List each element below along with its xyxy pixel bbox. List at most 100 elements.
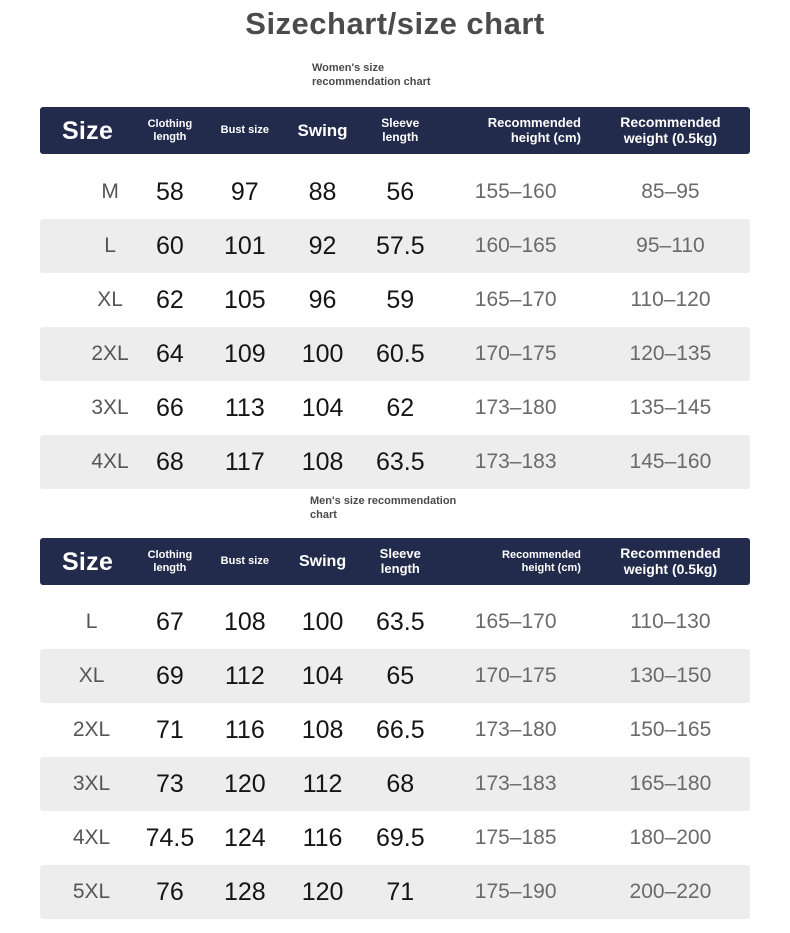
table-row: 3XL 66 113 104 62 173–180 135–145	[40, 381, 750, 435]
clothing-length-cell: 73	[156, 769, 184, 798]
clothing-length-cell: 67	[156, 607, 184, 636]
table-row: M 58 97 88 56 155–160 85–95	[40, 165, 750, 219]
header-sleeve-line1: Sleeve	[379, 545, 421, 561]
bust-size-cell: 101	[223, 231, 266, 260]
swing-cell: 120	[301, 877, 344, 906]
size-cell: L	[85, 610, 98, 633]
header-swing: Swing	[297, 120, 348, 140]
header-recommended-weight: Recommended weight (0.5kg)	[591, 545, 750, 577]
table-row: 5XL 76 128 120 71 175–190 200–220	[40, 865, 750, 919]
clothing-length-cell: 76	[156, 877, 184, 906]
women-section-subtitle: Women's size recommendation chart	[312, 61, 522, 89]
header-bust-size: Bust size	[220, 124, 269, 137]
header-height-line2: height (cm)	[510, 129, 581, 145]
table-row: 3XL 73 120 112 68 173–183 165–180	[40, 757, 750, 811]
header-weight-line1: Recommended	[620, 113, 721, 130]
men-subtitle-line2: chart	[310, 509, 337, 521]
sleeve-length-cell: 57.5	[375, 231, 425, 260]
bust-size-cell: 108	[223, 607, 266, 636]
header-recommended-weight: Recommended weight (0.5kg)	[591, 113, 750, 146]
size-cell: 4XL	[72, 826, 111, 849]
table-row: XL 62 105 96 59 165–170 110–120	[40, 273, 750, 327]
swing-cell: 116	[302, 823, 343, 852]
swing-cell: 100	[301, 607, 344, 636]
men-section-subtitle: Men's size recommendation chart	[310, 494, 540, 522]
weight-range-cell: 180–200	[629, 826, 712, 849]
swing-cell: 88	[308, 177, 337, 206]
header-height-line2: height (cm)	[521, 561, 581, 574]
header-weight-line2: weight (0.5kg)	[623, 560, 718, 577]
header-clothing-line2: length	[153, 130, 187, 143]
clothing-length-cell: 69	[156, 661, 184, 690]
page-title: Sizechart/size chart	[245, 6, 545, 41]
weight-range-cell: 85–95	[641, 180, 700, 203]
table-row: 2XL 64 109 100 60.5 170–175 120–135	[40, 327, 750, 381]
header-sleeve-line2: length	[380, 560, 420, 576]
weight-range-cell: 110–130	[630, 610, 711, 633]
table-row: 4XL 68 117 108 63.5 173–183 145–160	[40, 435, 750, 489]
weight-range-cell: 145–160	[629, 450, 712, 473]
size-cell: M	[101, 180, 119, 203]
sleeve-length-cell: 68	[386, 769, 415, 798]
bust-size-cell: 116	[224, 715, 265, 744]
height-range-cell: 155–160	[474, 180, 557, 203]
weight-range-cell: 150–165	[629, 718, 712, 741]
height-range-cell: 175–190	[474, 880, 557, 903]
women-table-header: Size Clothing length Bust size Swing Sle…	[40, 107, 750, 154]
height-range-cell: 173–180	[474, 718, 557, 741]
swing-cell: 104	[301, 393, 344, 422]
header-recommended-height: Recommended height (cm)	[440, 115, 591, 145]
table-row: L 60 101 92 57.5 160–165 95–110	[40, 219, 750, 273]
height-range-cell: 165–170	[474, 610, 557, 633]
height-range-cell: 170–175	[474, 664, 557, 687]
height-range-cell: 165–170	[474, 288, 557, 311]
height-range-cell: 175–185	[474, 826, 557, 849]
sleeve-length-cell: 63.5	[375, 447, 425, 476]
swing-cell: 96	[308, 285, 337, 314]
men-subtitle-line1: Men's size recommendation	[310, 495, 457, 507]
bust-size-cell: 117	[224, 447, 265, 476]
bust-size-cell: 112	[224, 661, 265, 690]
header-height-line1: Recommended	[502, 549, 581, 562]
weight-range-cell: 200–220	[629, 880, 712, 903]
header-swing: Swing	[298, 552, 347, 570]
bust-size-cell: 120	[223, 769, 266, 798]
table-row: 2XL 71 116 108 66.5 173–180 150–165	[40, 703, 750, 757]
clothing-length-cell: 74.5	[145, 823, 195, 852]
bust-size-cell: 128	[223, 877, 266, 906]
table-row: 4XL 74.5 124 116 69.5 175–185 180–200	[40, 811, 750, 865]
swing-cell: 108	[301, 447, 344, 476]
men-table-body: L 67 108 100 63.5 165–170 110–130 XL 69 …	[40, 595, 750, 919]
bust-size-cell: 124	[223, 823, 266, 852]
header-weight-line2: weight (0.5kg)	[623, 129, 718, 146]
header-size: Size	[61, 116, 114, 145]
women-subtitle-line2: recommendation chart	[312, 76, 431, 88]
weight-range-cell: 130–150	[629, 664, 712, 687]
clothing-length-cell: 64	[156, 339, 184, 368]
header-sleeve-line1: Sleeve	[381, 116, 420, 131]
swing-cell: 112	[302, 769, 343, 798]
header-sleeve-length: Sleeve length	[360, 116, 440, 144]
bust-size-cell: 109	[223, 339, 266, 368]
clothing-length-cell: 66	[156, 393, 184, 422]
women-size-table: Size Clothing length Bust size Swing Sle…	[40, 107, 750, 489]
weight-range-cell: 165–180	[629, 772, 712, 795]
height-range-cell: 173–180	[474, 396, 557, 419]
sleeve-length-cell: 65	[386, 661, 415, 690]
size-cell: 4XL	[91, 450, 129, 473]
men-size-table: Size Clothing length Bust size Swing Sle…	[40, 538, 750, 919]
header-clothing-line1: Clothing	[147, 549, 193, 562]
size-cell: XL	[78, 664, 105, 687]
sleeve-length-cell: 60.5	[375, 339, 425, 368]
sleeve-length-cell: 71	[386, 877, 415, 906]
men-table-header: Size Clothing length Bust size Swing Sle…	[40, 538, 750, 585]
bust-size-cell: 97	[230, 177, 259, 206]
size-cell: L	[104, 234, 116, 257]
height-range-cell: 173–183	[474, 772, 557, 795]
clothing-length-cell: 58	[156, 177, 184, 206]
clothing-length-cell: 68	[156, 447, 184, 476]
weight-range-cell: 110–120	[630, 288, 711, 311]
sleeve-length-cell: 66.5	[375, 715, 425, 744]
clothing-length-cell: 71	[156, 715, 184, 744]
women-table-body: M 58 97 88 56 155–160 85–95 L 60 101 92 …	[40, 165, 750, 489]
